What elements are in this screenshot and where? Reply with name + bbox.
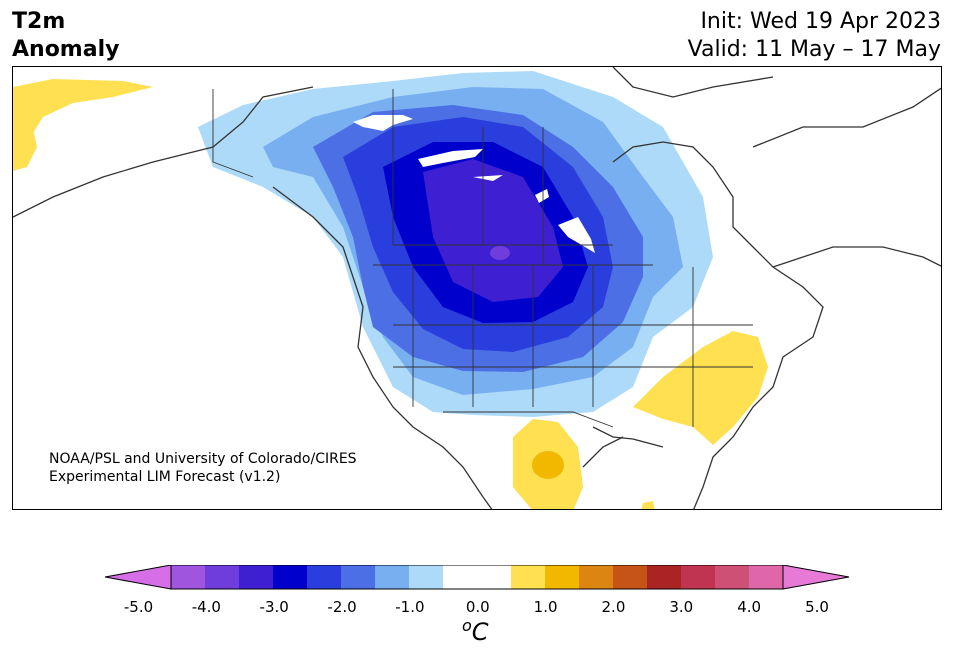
- colorbar-tick-label: 4.0: [737, 598, 762, 616]
- colorbar-cell: [307, 565, 342, 589]
- unit-label: oC: [462, 616, 489, 646]
- lake-5: [558, 217, 595, 253]
- colorbar-cell: [681, 565, 716, 589]
- colorbar-cell: [511, 565, 546, 589]
- title-line-1: T2m: [12, 9, 66, 34]
- colorbar-tick-label: 0.0: [465, 598, 490, 616]
- political-borders: [212, 89, 753, 428]
- valid-period: Valid: 11 May – 17 May: [687, 37, 941, 62]
- colorbar-cell: [341, 565, 376, 589]
- map-title: T2m Anomaly: [12, 8, 119, 64]
- colorbar-max-arrow: [782, 565, 850, 590]
- lake-1: [353, 115, 413, 131]
- texas-warm-core: [532, 451, 564, 479]
- colorbar-cell: [409, 565, 444, 589]
- colorbar-cell: [239, 565, 274, 589]
- lake-4: [535, 189, 549, 203]
- credit-line-1: NOAA/PSL and University of Colorado/CIRE…: [49, 451, 357, 467]
- florida-warm-anomaly: [641, 501, 655, 509]
- colorbar-tick-label: -5.0: [123, 598, 154, 616]
- colorbar-tick-label: 3.0: [669, 598, 694, 616]
- lake-3: [473, 175, 503, 181]
- anomaly-map: [12, 66, 942, 510]
- greenland-warm-anomaly: [13, 79, 153, 137]
- colorbar-frame: [170, 565, 784, 590]
- colorbar-cells: [105, 565, 850, 590]
- colorbar-cell: [477, 565, 512, 589]
- colorbar-tick-label: 2.0: [601, 598, 626, 616]
- greenland-warm-anomaly-2: [13, 115, 37, 171]
- colorbar-cell: [715, 565, 750, 589]
- colorbar-cell: [579, 565, 614, 589]
- unit-degree: o: [462, 616, 472, 635]
- colorbar-cell: [205, 565, 240, 589]
- cold-anomaly-6: [423, 159, 563, 302]
- colorbar-cell: [443, 565, 478, 589]
- colorbar-min-arrow: [105, 565, 172, 590]
- lake-2: [418, 149, 483, 167]
- colorbar-tick-label: -4.0: [191, 598, 221, 616]
- colorbar-cell: [375, 565, 410, 589]
- colorbar-cell: [273, 565, 308, 589]
- colorbar-cell: [613, 565, 648, 589]
- colorbar-cell: [749, 565, 784, 589]
- cold-anomaly-core: [490, 246, 510, 260]
- forecast-dates: Init: Wed 19 Apr 2023 Valid: 11 May – 17…: [688, 8, 941, 64]
- credit-text: NOAA/PSL and University of Colorado/CIRE…: [49, 450, 357, 486]
- anomaly-map-svg: [13, 67, 941, 509]
- colorbar-tick-label: -1.0: [395, 598, 425, 616]
- colorbar-cell: [647, 565, 682, 589]
- colorbar-tick-label: -3.0: [259, 598, 289, 616]
- colorbar: [105, 565, 850, 590]
- colorbar-tick-label: 1.0: [533, 598, 558, 616]
- coastlines: [13, 67, 941, 509]
- colorbar-tick-label: -2.0: [327, 598, 357, 616]
- southeast-warm-anomaly: [633, 331, 768, 445]
- colorbar-cell: [545, 565, 580, 589]
- init-date: Init: Wed 19 Apr 2023: [700, 9, 941, 34]
- colorbar-tick-label: 5.0: [805, 598, 829, 616]
- title-line-2: Anomaly: [12, 37, 120, 62]
- credit-line-2: Experimental LIM Forecast (v1.2): [49, 469, 281, 485]
- colorbar-cell: [171, 565, 206, 589]
